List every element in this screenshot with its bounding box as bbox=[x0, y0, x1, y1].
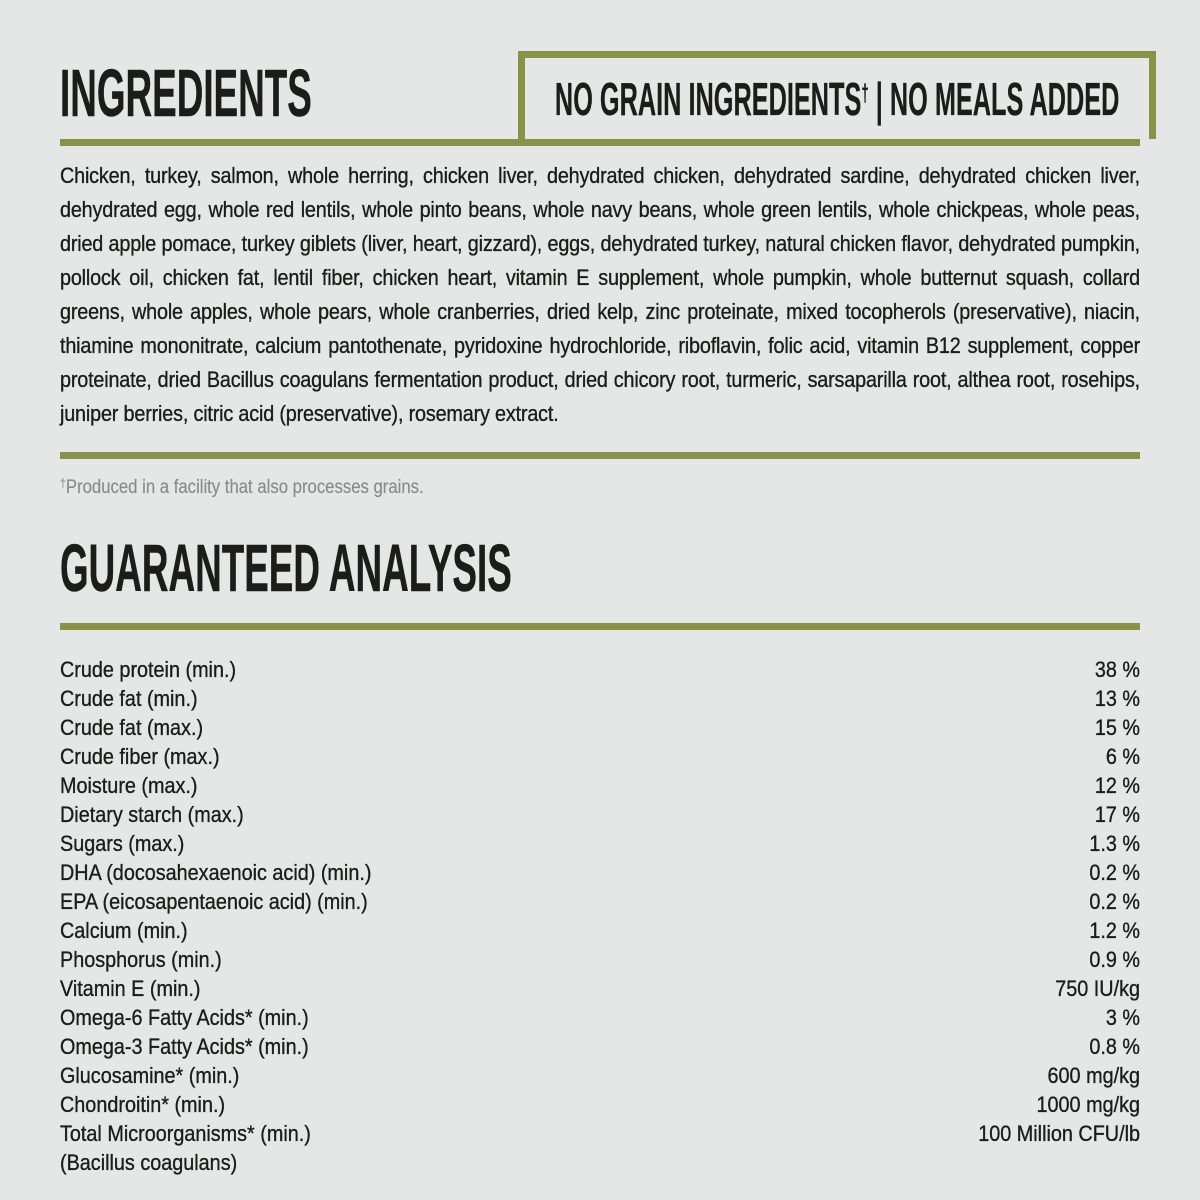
analysis-label: Phosphorus (min.) bbox=[60, 947, 222, 972]
analysis-value: 3 % bbox=[1105, 1005, 1140, 1030]
badge-dagger: † bbox=[861, 79, 869, 107]
analysis-value: 0.2 % bbox=[1089, 860, 1140, 885]
analysis-label: Omega-6 Fatty Acids* (min.) bbox=[60, 1005, 309, 1030]
analysis-divider bbox=[60, 623, 1140, 630]
analysis-title-text: GUARANTEED ANALYSIS bbox=[60, 531, 512, 606]
analysis-label: Omega-3 Fatty Acids* (min.) bbox=[60, 1034, 309, 1059]
analysis-row-crude-fat-min: Crude fat (min.) 13 % bbox=[60, 684, 1140, 713]
analysis-value: 13 % bbox=[1094, 686, 1140, 711]
analysis-row-calcium: Calcium (min.) 1.2 % bbox=[60, 916, 1140, 945]
analysis-row-crude-fiber: Crude fiber (max.) 6 % bbox=[60, 742, 1140, 771]
analysis-label: Moisture (max.) bbox=[60, 773, 198, 798]
analysis-row-phosphorus: Phosphorus (min.) 0.9 % bbox=[60, 945, 1140, 974]
analysis-label: Sugars (max.) bbox=[60, 831, 185, 856]
analysis-row-bacillus-coagulans: (Bacillus coagulans) bbox=[60, 1148, 1140, 1177]
analysis-row-chondroitin: Chondroitin* (min.) 1000 mg/kg bbox=[60, 1090, 1140, 1119]
analysis-label: (Bacillus coagulans) bbox=[60, 1150, 238, 1175]
ingredients-header-row: INGREDIENTS NO GRAIN INGREDIENTS† | NO M… bbox=[60, 51, 1156, 146]
analysis-title: GUARANTEED ANALYSIS bbox=[60, 535, 1140, 614]
analysis-row-sugars: Sugars (max.) 1.3 % bbox=[60, 829, 1140, 858]
analysis-label: DHA (docosahexaenoic acid) (min.) bbox=[60, 860, 372, 885]
badge-left-text: NO GRAIN INGREDIENTS bbox=[554, 72, 862, 125]
analysis-label: Calcium (min.) bbox=[60, 918, 188, 943]
analysis-value: 1.2 % bbox=[1089, 918, 1140, 943]
analysis-label: Dietary starch (max.) bbox=[60, 802, 244, 827]
analysis-label: Crude fiber (max.) bbox=[60, 744, 220, 769]
analysis-table: Crude protein (min.) 38 % Crude fat (min.… bbox=[60, 655, 1140, 1177]
analysis-row-omega6: Omega-6 Fatty Acids* (min.) 3 % bbox=[60, 1003, 1140, 1032]
ingredients-divider bbox=[60, 452, 1140, 459]
analysis-row-omega3: Omega-3 Fatty Acids* (min.) 0.8 % bbox=[60, 1032, 1140, 1061]
no-grain-badge-text: NO GRAIN INGREDIENTS† | NO MEALS ADDED bbox=[554, 72, 1120, 125]
no-grain-badge: NO GRAIN INGREDIENTS† | NO MEALS ADDED bbox=[517, 51, 1156, 139]
ingredients-title-text: INGREDIENTS bbox=[60, 56, 312, 131]
analysis-row-crude-protein: Crude protein (min.) 38 % bbox=[60, 655, 1140, 684]
footnote-text: Produced in a facility that also process… bbox=[65, 477, 424, 498]
badge-right-text: | NO MEALS ADDED bbox=[868, 72, 1120, 125]
analysis-row-crude-fat-max: Crude fat (max.) 15 % bbox=[60, 713, 1140, 742]
analysis-label: Crude protein (min.) bbox=[60, 657, 237, 682]
analysis-value: 38 % bbox=[1094, 657, 1140, 682]
analysis-header: GUARANTEED ANALYSIS bbox=[60, 535, 1140, 630]
footnote-dagger: † bbox=[60, 476, 66, 490]
pet-food-label: INGREDIENTS NO GRAIN INGREDIENTS† | NO M… bbox=[0, 51, 1200, 1200]
analysis-value: 12 % bbox=[1094, 773, 1140, 798]
ingredients-list: Chicken, turkey, salmon, whole herring, … bbox=[60, 163, 1140, 426]
analysis-value: 100 Million CFU/lb bbox=[978, 1121, 1140, 1146]
analysis-label: Glucosamine* (min.) bbox=[60, 1063, 240, 1088]
analysis-value: 0.8 % bbox=[1089, 1034, 1140, 1059]
analysis-value: 1.3 % bbox=[1089, 831, 1140, 856]
analysis-label: Crude fat (max.) bbox=[60, 715, 204, 740]
analysis-row-moisture: Moisture (max.) 12 % bbox=[60, 771, 1140, 800]
analysis-label: Crude fat (min.) bbox=[60, 686, 198, 711]
analysis-row-glucosamine: Glucosamine* (min.) 600 mg/kg bbox=[60, 1061, 1140, 1090]
grain-facility-footnote: †Produced in a facility that also proces… bbox=[60, 472, 1140, 499]
analysis-row-dietary-starch: Dietary starch (max.) 17 % bbox=[60, 800, 1140, 829]
analysis-row-epa: EPA (eicosapentaenoic acid) (min.) 0.2 % bbox=[60, 887, 1140, 916]
analysis-value: 750 IU/kg bbox=[1055, 976, 1140, 1001]
analysis-label: EPA (eicosapentaenoic acid) (min.) bbox=[60, 889, 368, 914]
analysis-row-dha: DHA (docosahexaenoic acid) (min.) 0.2 % bbox=[60, 858, 1140, 887]
analysis-value: 6 % bbox=[1105, 744, 1140, 769]
analysis-label: Vitamin E (min.) bbox=[60, 976, 201, 1001]
analysis-label: Chondroitin* (min.) bbox=[60, 1092, 226, 1117]
ingredients-title: INGREDIENTS bbox=[60, 60, 518, 139]
analysis-value: 15 % bbox=[1094, 715, 1140, 740]
analysis-row-total-microorganisms: Total Microorganisms* (min.) 100 Million … bbox=[60, 1119, 1140, 1148]
analysis-row-vitamin-e: Vitamin E (min.) 750 IU/kg bbox=[60, 974, 1140, 1003]
analysis-value: 0.2 % bbox=[1089, 889, 1140, 914]
analysis-value: 0.9 % bbox=[1089, 947, 1140, 972]
analysis-value: 1000 mg/kg bbox=[1036, 1092, 1140, 1117]
analysis-value: 17 % bbox=[1094, 802, 1140, 827]
analysis-label: Total Microorganisms* (min.) bbox=[60, 1121, 311, 1146]
analysis-value: 600 mg/kg bbox=[1047, 1063, 1140, 1088]
